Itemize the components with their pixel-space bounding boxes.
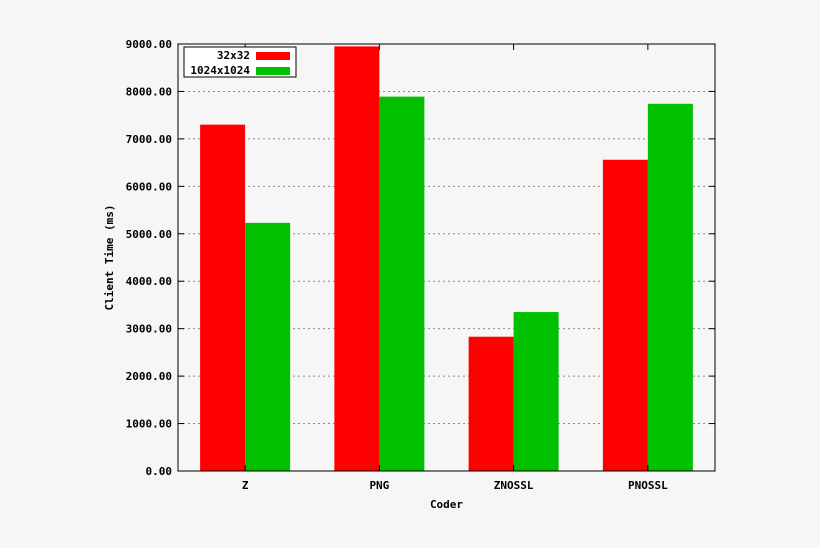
x-tick-label: PNOSSL xyxy=(628,479,668,492)
bar-1024x1024-PNG xyxy=(379,96,425,471)
x-tick-label: PNG xyxy=(369,479,389,492)
y-tick-label: 1000.00 xyxy=(126,418,172,431)
bar-32x32-Z xyxy=(200,124,246,472)
bar-32x32-PNOSSL xyxy=(602,159,648,471)
bar-1024x1024-PNOSSL xyxy=(647,103,693,471)
y-tick-label: 4000.00 xyxy=(126,275,172,288)
y-tick-label: 8000.00 xyxy=(126,85,172,98)
legend-label: 1024x1024 xyxy=(190,64,250,77)
plot-frame xyxy=(177,43,716,472)
bar-32x32-PNG xyxy=(334,46,380,471)
y-axis-label: Client Time (ms) xyxy=(103,205,116,311)
legend-label: 32x32 xyxy=(217,49,250,62)
x-axis-label: Coder xyxy=(430,498,463,511)
y-tick-label: 6000.00 xyxy=(126,180,172,193)
legend-swatch-32x32 xyxy=(256,52,290,60)
y-tick-label: 3000.00 xyxy=(126,323,172,336)
y-tick-label: 7000.00 xyxy=(126,133,172,146)
y-tick-label: 5000.00 xyxy=(126,228,172,241)
legend: 32x32 1024x1024 xyxy=(183,46,297,78)
x-tick-label: Z xyxy=(242,479,249,492)
bar-1024x1024-ZNOSSL xyxy=(513,312,559,471)
legend-swatch-1024x1024 xyxy=(256,67,290,75)
y-tick-label: 2000.00 xyxy=(126,370,172,383)
bar-1024x1024-Z xyxy=(245,222,291,471)
y-tick-label: 0.00 xyxy=(146,465,173,478)
x-tick-label: ZNOSSL xyxy=(494,479,534,492)
y-tick-labels: 0.00 1000.00 2000.00 3000.00 4000.00 5000.00 6… xyxy=(126,38,172,478)
bar-32x32-ZNOSSL xyxy=(468,336,514,471)
x-tick-labels: Z PNG ZNOSSL PNOSSL xyxy=(242,479,668,492)
bars xyxy=(200,46,693,472)
y-tick-label: 9000.00 xyxy=(126,38,172,51)
